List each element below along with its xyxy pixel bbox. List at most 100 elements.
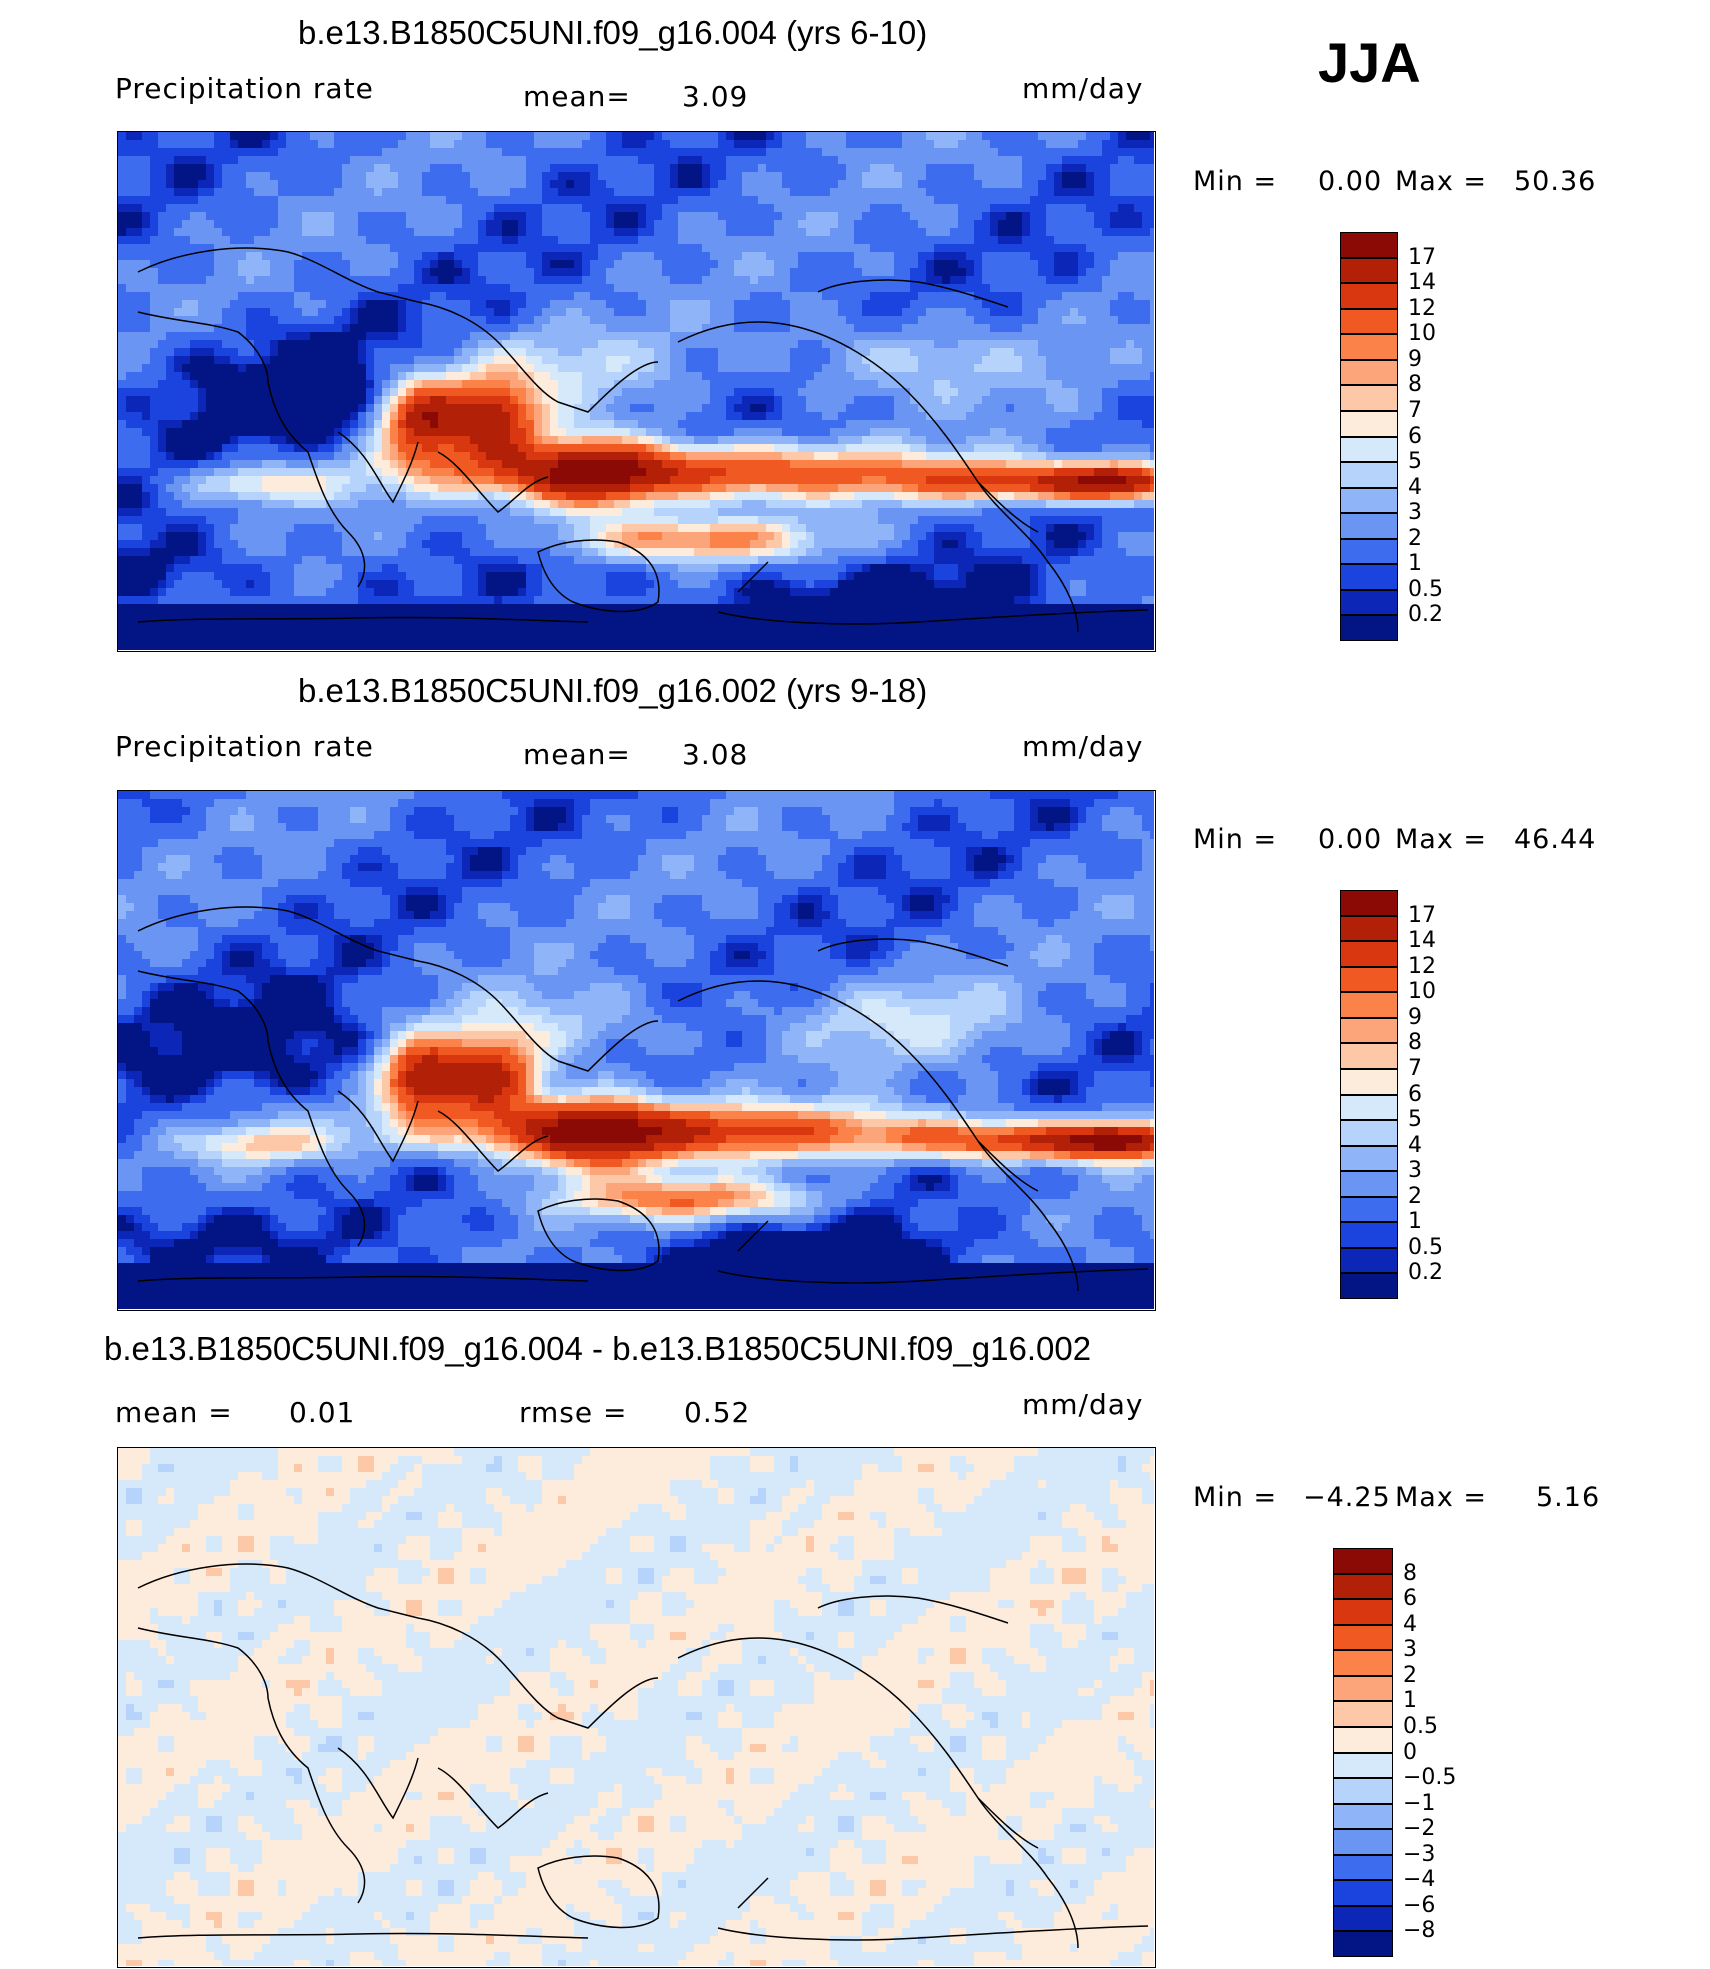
- map-cell: [838, 196, 847, 205]
- map-cell: [758, 364, 767, 373]
- map-cell: [598, 380, 607, 389]
- map-cell: [718, 428, 727, 437]
- map-cell: [782, 244, 791, 253]
- map-cell: [894, 252, 903, 261]
- map-cell: [622, 332, 631, 341]
- map-cell: [526, 388, 535, 397]
- map-cell: [190, 324, 199, 333]
- map-cell: [510, 340, 519, 349]
- map-cell: [142, 236, 151, 245]
- map-cell: [374, 172, 383, 181]
- map-cell: [414, 380, 423, 389]
- map-cell: [342, 244, 351, 253]
- map-cell: [366, 276, 375, 285]
- map-cell: [158, 188, 167, 197]
- map-cell: [1046, 340, 1055, 349]
- map-cell: [1062, 252, 1071, 261]
- map-cell: [1150, 364, 1154, 373]
- map-cell: [286, 380, 295, 389]
- map-cell: [950, 420, 959, 429]
- map-cell: [518, 340, 527, 349]
- map-cell: [1062, 292, 1071, 301]
- map-cell: [142, 324, 151, 333]
- map-cell: [1118, 172, 1127, 181]
- map-cell: [502, 252, 511, 261]
- map-cell: [374, 268, 383, 277]
- map-cell: [534, 364, 543, 373]
- map-cell: [494, 164, 503, 173]
- map-cell: [638, 372, 647, 381]
- map-cell: [518, 228, 527, 237]
- map-cell: [638, 348, 647, 357]
- map-cell: [622, 356, 631, 365]
- map-cell: [198, 372, 207, 381]
- map-cell: [158, 148, 167, 157]
- map-cell: [134, 316, 143, 325]
- map-cell: [806, 348, 815, 357]
- map-cell: [934, 172, 943, 181]
- map-cell: [902, 428, 911, 437]
- map-cell: [142, 420, 151, 429]
- map-cell: [782, 188, 791, 197]
- map-cell: [470, 316, 479, 325]
- map-cell: [342, 236, 351, 245]
- map-cell: [774, 420, 783, 429]
- map-cell: [782, 380, 791, 389]
- map-cell: [382, 180, 391, 189]
- map-cell: [238, 396, 247, 405]
- map-cell: [902, 156, 911, 165]
- map-cell: [726, 316, 735, 325]
- map-cell: [750, 204, 759, 213]
- map-cell: [590, 308, 599, 317]
- map-cell: [1006, 244, 1015, 253]
- map-cell: [366, 404, 375, 413]
- map-cell: [598, 316, 607, 325]
- map-cell: [942, 148, 951, 157]
- map-cell: [1110, 300, 1119, 309]
- map-cell: [566, 428, 575, 437]
- map-cell: [774, 156, 783, 165]
- map-cell: [742, 292, 751, 301]
- map-cell: [758, 340, 767, 349]
- map-cell: [598, 396, 607, 405]
- map-cell: [142, 260, 151, 269]
- map-cell: [910, 332, 919, 341]
- map-cell: [350, 348, 359, 357]
- map-cell: [854, 372, 863, 381]
- map-cell: [534, 412, 543, 421]
- map-cell: [894, 308, 903, 317]
- map-cell: [526, 212, 535, 221]
- map-cell: [1110, 196, 1119, 205]
- map-cell: [1006, 292, 1015, 301]
- map-cell: [206, 252, 215, 261]
- map-cell: [766, 252, 775, 261]
- map-cell: [534, 292, 543, 301]
- map-cell: [654, 268, 663, 277]
- map-cell: [350, 132, 359, 141]
- map-cell: [766, 348, 775, 357]
- map-cell: [342, 372, 351, 381]
- map-cell: [270, 292, 279, 301]
- map-cell: [910, 204, 919, 213]
- map-cell: [766, 396, 775, 405]
- map-cell: [886, 172, 895, 181]
- map-cell: [486, 364, 495, 373]
- map-cell: [422, 316, 431, 325]
- map-cell: [310, 172, 319, 181]
- map-cell: [326, 332, 335, 341]
- map-cell: [886, 188, 895, 197]
- map-cell: [502, 364, 511, 373]
- map-cell: [758, 324, 767, 333]
- map-cell: [1006, 260, 1015, 269]
- map-cell: [406, 340, 415, 349]
- map-cell: [1054, 380, 1063, 389]
- map-cell: [566, 196, 575, 205]
- map-cell: [310, 364, 319, 373]
- map-cell: [1150, 244, 1154, 253]
- map-cell: [342, 228, 351, 237]
- map-cell: [542, 148, 551, 157]
- map-cell: [182, 140, 191, 149]
- map-cell: [174, 412, 183, 421]
- map-cell: [918, 132, 927, 141]
- map-cell: [774, 260, 783, 269]
